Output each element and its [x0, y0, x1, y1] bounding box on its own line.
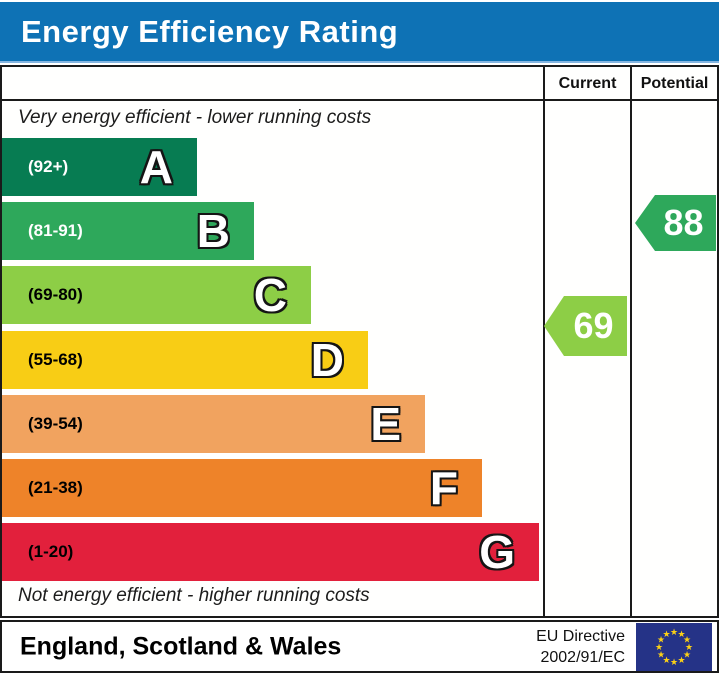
page-title-bar: Energy Efficiency Rating: [0, 2, 719, 63]
potential-column-divider: [630, 67, 632, 616]
band-letter: G: [479, 526, 515, 578]
band-letter: A: [139, 141, 173, 193]
band-letter: D: [310, 334, 344, 386]
band-row-g: (1-20) G: [2, 523, 539, 581]
current-rating-arrow: 69: [544, 296, 627, 356]
band-range-label: (55-68): [28, 350, 83, 369]
band-row-f: (21-38) F: [2, 459, 482, 517]
band-row-c: (69-80) C: [2, 266, 311, 324]
band-range-label: (69-80): [28, 285, 83, 304]
svg-text:★: ★: [683, 650, 691, 660]
svg-text:★: ★: [677, 656, 685, 666]
table-header-row: [2, 67, 717, 101]
band-row-b: (81-91) B: [2, 202, 254, 260]
band-letter: C: [253, 269, 287, 321]
band-range-label: (1-20): [28, 542, 74, 561]
band-row-a: (92+) A: [2, 138, 197, 196]
current-rating-value: 69: [573, 305, 614, 346]
footer-bar: England, Scotland & Wales EU Directive 2…: [0, 620, 719, 673]
potential-rating-value: 88: [663, 202, 704, 243]
eu-flag-icon: ★ ★ ★ ★ ★ ★ ★ ★ ★ ★ ★ ★: [636, 622, 712, 671]
band-row-e: (39-54) E: [2, 395, 425, 453]
caption-very-efficient: Very energy efficient - lower running co…: [18, 107, 372, 128]
column-header-potential: Potential: [640, 75, 709, 92]
band-range-label: (39-54): [28, 414, 83, 433]
svg-text:★: ★: [670, 628, 678, 638]
svg-text:★: ★: [683, 635, 691, 645]
svg-text:★: ★: [670, 658, 678, 668]
eu-directive-line1: EU Directive: [536, 627, 625, 645]
band-range-label: (92+): [28, 157, 69, 176]
svg-text:★: ★: [655, 643, 663, 653]
svg-text:★: ★: [657, 650, 665, 660]
column-header-current: Current: [558, 75, 617, 92]
band-letter: F: [429, 462, 458, 514]
caption-not-efficient: Not energy efficient - higher running co…: [18, 585, 370, 606]
current-column-divider: [543, 67, 545, 616]
band-letter: B: [196, 205, 230, 257]
svg-text:★: ★: [677, 630, 685, 640]
svg-text:★: ★: [662, 656, 670, 666]
band-letter: E: [370, 398, 401, 450]
band-row-d: (55-68) D: [2, 331, 368, 389]
region-label: England, Scotland & Wales: [20, 632, 342, 660]
page-title: Energy Efficiency Rating: [21, 14, 399, 49]
eu-directive-label: EU Directive 2002/91/EC: [536, 626, 625, 668]
svg-text:★: ★: [685, 643, 693, 653]
eu-directive-line2: 2002/91/EC: [540, 648, 625, 666]
band-range-label: (21-38): [28, 478, 83, 497]
band-range-label: (81-91): [28, 221, 83, 240]
svg-text:★: ★: [662, 630, 670, 640]
potential-rating-arrow: 88: [635, 195, 716, 251]
rating-table: Current Potential Very energy efficient …: [0, 65, 719, 618]
svg-text:★: ★: [657, 635, 665, 645]
